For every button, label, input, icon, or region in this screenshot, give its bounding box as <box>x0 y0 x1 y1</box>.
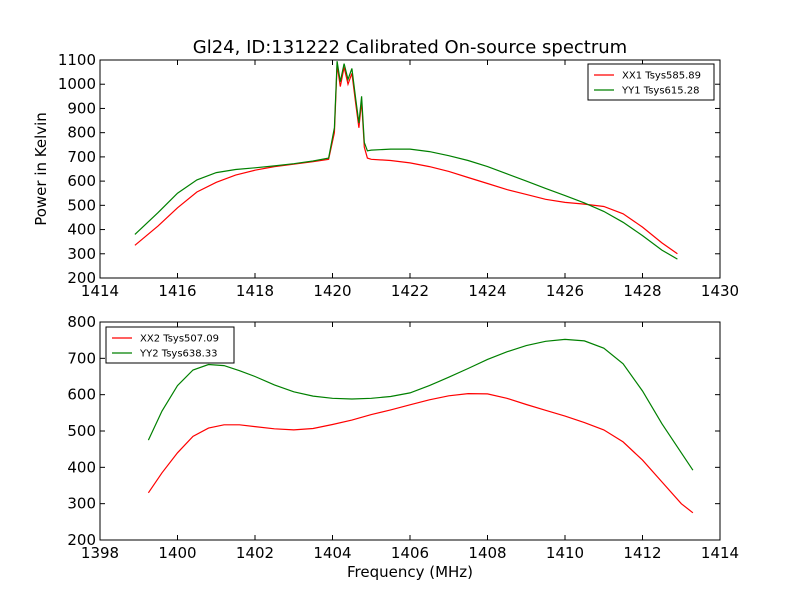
legend: XX2 Tsys507.09 YY2 Tsys638.33 <box>105 326 235 364</box>
legend-box <box>587 63 715 101</box>
y-tick-label: 200 <box>67 269 96 287</box>
x-tick-label: 1400 <box>158 544 196 562</box>
x-tick-label: 1398 <box>81 544 119 562</box>
y-tick-label: 800 <box>67 124 96 142</box>
legend-entry-label: YY1 Tsys615.28 <box>621 86 700 97</box>
y-tick-label: 1100 <box>58 51 96 69</box>
y-tick-label: 200 <box>67 531 96 549</box>
x-axis-label: Frequency (MHz) <box>347 563 473 581</box>
series-line-1 <box>147 392 694 514</box>
y-tick-label: 600 <box>67 172 96 190</box>
x-tick-label: 1410 <box>546 544 584 562</box>
y-tick-label: 500 <box>67 422 96 440</box>
y-tick-label: 300 <box>67 245 96 263</box>
x-tick-label: 1418 <box>236 282 274 300</box>
legend: XX1 Tsys585.89 YY1 Tsys615.28 <box>587 63 715 101</box>
legend-entry-label: XX1 Tsys585.89 <box>622 71 701 82</box>
y-tick-label: 800 <box>67 313 96 331</box>
series-line-2 <box>134 61 678 260</box>
y-tick-label: 400 <box>67 221 96 239</box>
y-axis-label: Power in Kelvin <box>32 112 50 226</box>
y-tick-label: 500 <box>67 196 96 214</box>
x-tick-label: 1428 <box>623 282 661 300</box>
x-tick-label: 1424 <box>468 282 506 300</box>
x-tick-label: 1422 <box>391 282 429 300</box>
chart-1: 1414 1416 1418 1420 1422 1424 1426 1428 1430 200 3… <box>32 51 739 300</box>
legend-entry-label: YY2 Tsys638.33 <box>139 349 218 360</box>
series-line-2 <box>147 338 694 471</box>
legend-entry-label: XX2 Tsys507.09 <box>140 334 219 345</box>
x-tick-label: 1414 <box>701 544 739 562</box>
x-tick-label: 1402 <box>236 544 274 562</box>
x-tick-label: 1416 <box>158 282 196 300</box>
x-tick-label: 1412 <box>623 544 661 562</box>
x-tick-label: 1430 <box>701 282 739 300</box>
y-tick-label: 900 <box>67 99 96 117</box>
y-tick-label: 600 <box>67 386 96 404</box>
x-tick-label: 1420 <box>313 282 351 300</box>
x-tick-label: 1408 <box>468 544 506 562</box>
plots: 1414 1416 1418 1420 1422 1424 1426 1428 1430 200 3… <box>32 51 739 581</box>
y-tick-label: 700 <box>67 148 96 166</box>
x-tick-label: 1406 <box>391 544 429 562</box>
x-tick-label: 1426 <box>546 282 584 300</box>
y-tick-label: 1000 <box>58 75 96 93</box>
legend-box <box>105 326 235 364</box>
y-tick-label: 400 <box>67 458 96 476</box>
x-tick-label: 1404 <box>313 544 351 562</box>
x-tick-label: 1414 <box>81 282 119 300</box>
y-tick-label: 700 <box>67 349 96 367</box>
y-tick-label: 300 <box>67 495 96 513</box>
chart-2: 1398 1400 1402 1404 1406 1408 1410 1412 1414 200 3… <box>67 313 739 581</box>
figure-title: Gl24, ID:131222 Calibrated On-source spe… <box>193 37 627 58</box>
